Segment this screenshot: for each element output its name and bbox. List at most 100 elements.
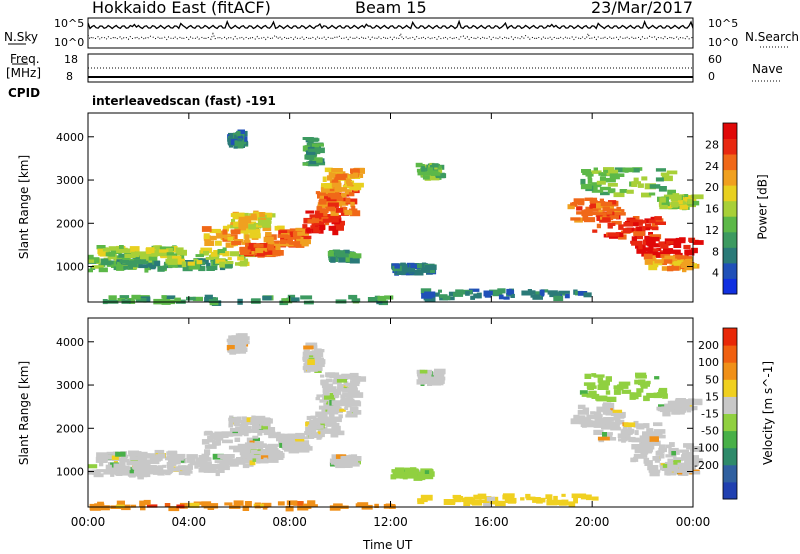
velocity-cell	[261, 502, 272, 507]
velocity-cell	[124, 469, 130, 476]
velocity-cell	[613, 413, 625, 418]
freq-tick-bottom: 8	[66, 70, 73, 83]
velocity-cell	[561, 493, 566, 497]
power-cell	[306, 142, 318, 148]
velocity-cell	[333, 459, 340, 463]
power-cell	[631, 236, 637, 242]
velocity-cell	[606, 396, 617, 402]
power-cell	[338, 257, 350, 263]
velocity-cell	[658, 389, 664, 394]
velocity-cell	[628, 428, 635, 434]
power-cell	[237, 129, 245, 134]
power-cell	[158, 249, 169, 253]
velocity-cell	[279, 433, 289, 439]
velocity-cell	[323, 428, 332, 434]
power-cell	[245, 215, 257, 221]
power-cell	[236, 144, 244, 149]
power-cell	[231, 219, 236, 225]
x-tick-label: 00:00	[71, 515, 106, 529]
velocity-cell	[348, 414, 358, 418]
power-cell	[646, 241, 655, 246]
power-cell	[609, 215, 619, 219]
velocity-cell	[304, 431, 312, 436]
velocity-cell	[613, 389, 621, 395]
power-cell	[209, 300, 219, 306]
power-cell	[215, 259, 226, 264]
power-cell	[167, 262, 178, 268]
power-cell	[108, 246, 120, 251]
power-cell	[222, 261, 234, 265]
velocity-colorbar-segment	[723, 362, 737, 380]
power-cell	[301, 235, 312, 240]
power-cell	[686, 258, 693, 263]
velocity-cell	[286, 500, 298, 506]
power-cell	[198, 265, 206, 272]
velocity-cell	[417, 372, 425, 379]
power-cell	[442, 295, 451, 301]
velocity-cell	[473, 494, 485, 499]
power-cell	[346, 182, 353, 187]
velocity-cell	[609, 437, 617, 441]
velocity-cell	[262, 444, 270, 448]
velocity-cell	[100, 505, 110, 511]
power-cell	[181, 261, 187, 268]
velocity-cell	[173, 453, 186, 458]
power-cell	[215, 240, 222, 246]
power-cell	[161, 295, 167, 299]
power-cell	[351, 205, 356, 211]
velocity-cell	[332, 423, 338, 429]
power-cell	[113, 255, 121, 261]
velocity-cell	[215, 434, 224, 441]
velocity-cell	[329, 373, 335, 379]
power-cell	[313, 218, 319, 224]
velocity-cell	[256, 458, 261, 464]
power-cell	[352, 172, 359, 178]
power-cell	[609, 173, 620, 180]
velocity-cell	[590, 394, 595, 398]
power-cell	[651, 222, 658, 227]
velocity-colorbar-tick: 200	[698, 339, 719, 352]
velocity-cell	[685, 402, 690, 407]
power-cell	[222, 238, 231, 242]
power-cell	[305, 210, 314, 214]
velocity-cell	[189, 461, 199, 466]
velocity-cell	[307, 500, 316, 505]
velocity-cell	[228, 445, 239, 450]
power-cell	[330, 210, 339, 216]
nsky-line	[87, 19, 694, 30]
velocity-cell	[596, 395, 608, 402]
velocity-cell	[525, 493, 531, 499]
power-cell	[648, 251, 659, 257]
power-cell	[150, 264, 156, 270]
velocity-cell	[546, 499, 558, 506]
velocity-cell	[345, 382, 354, 387]
velocity-cell	[239, 460, 252, 464]
power-cell	[658, 186, 667, 192]
velocity-cell	[294, 447, 305, 452]
power-colorbar-segment	[723, 123, 737, 139]
velocity-cell	[677, 408, 687, 413]
velocity-cell	[583, 420, 593, 425]
power-cell	[160, 299, 169, 304]
power-cell	[314, 210, 323, 215]
power-cell	[599, 219, 611, 223]
power-cell	[233, 239, 244, 243]
power-cell	[320, 187, 331, 193]
velocity-cell	[658, 447, 667, 453]
velocity-cell	[228, 423, 233, 428]
power-cell	[244, 234, 250, 241]
velocity-cell	[323, 402, 331, 408]
power-cell	[231, 240, 242, 246]
velocity-cell	[353, 392, 364, 398]
velocity-cell	[168, 506, 180, 512]
power-cell	[598, 172, 603, 176]
velocity-cell	[352, 457, 361, 462]
power-cell	[653, 243, 661, 248]
power-cell	[352, 190, 360, 194]
power-cell	[670, 194, 682, 200]
power-cell	[316, 206, 323, 211]
velocity-cell	[246, 437, 256, 444]
velocity-cell	[433, 373, 444, 379]
velocity-cell	[520, 497, 525, 501]
power-cell	[148, 263, 153, 267]
